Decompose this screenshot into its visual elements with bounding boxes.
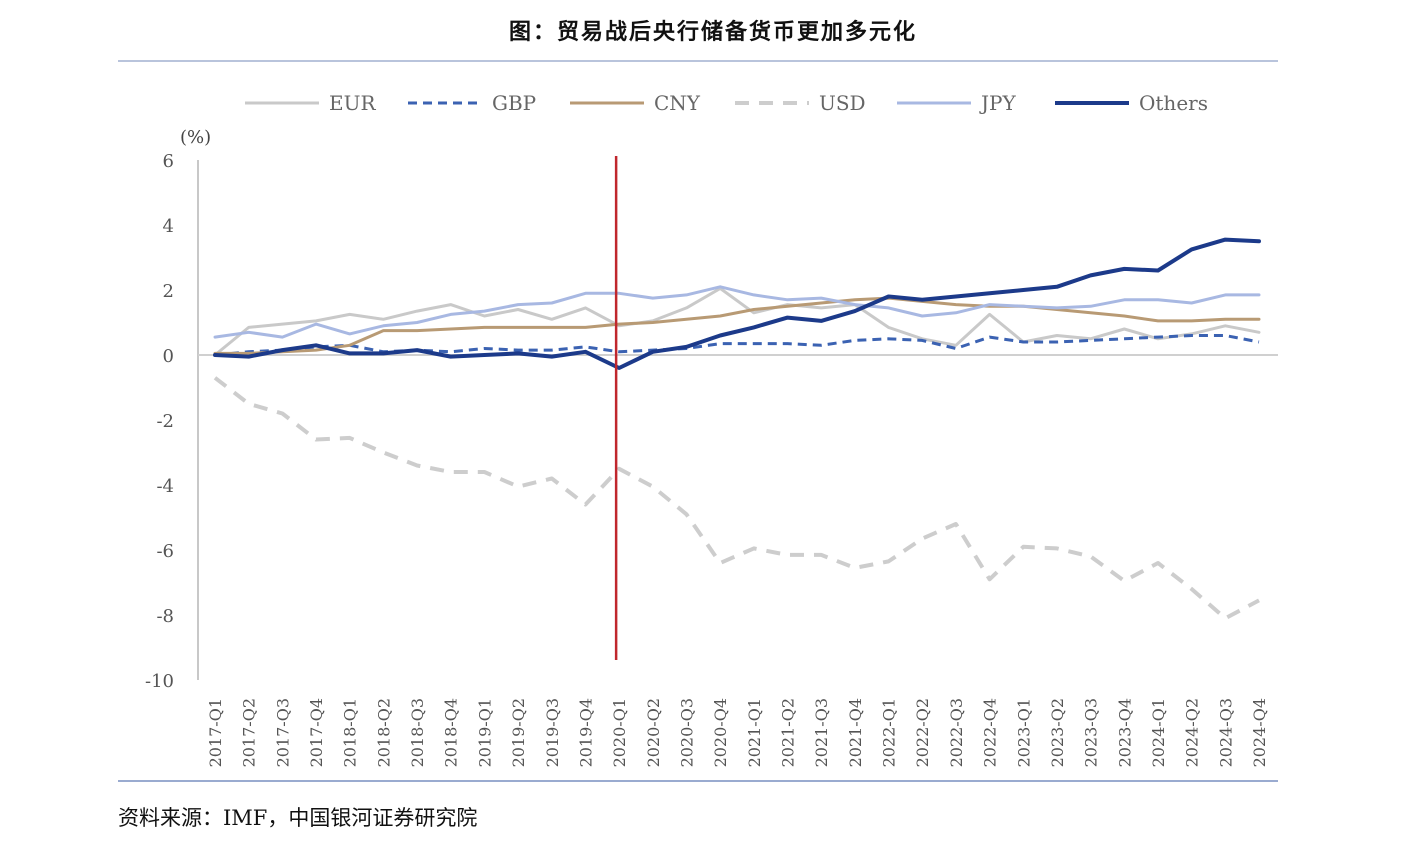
series-line-usd	[213, 376, 1260, 621]
series-line-jpy	[213, 285, 1261, 339]
x-tick-label: 2020-Q4	[711, 698, 730, 767]
x-tick-label: 2024-Q4	[1250, 698, 1269, 767]
x-tick-label: 2023-Q3	[1082, 698, 1101, 767]
x-tick-label: 2017-Q2	[240, 698, 259, 767]
x-tick-label: 2023-Q2	[1048, 698, 1067, 767]
legend-label-cny: CNY	[654, 91, 701, 115]
x-tick-label: 2021-Q1	[745, 698, 764, 767]
series-line-eur	[213, 286, 1261, 357]
x-tick-label: 2021-Q2	[779, 698, 798, 767]
axes: 6 4 2 0 -2 -4 -6 -8 -10 2017-Q1 2017-Q2 2017-Q3 2017…	[145, 151, 1278, 767]
x-tick-label: 2017-Q1	[206, 698, 225, 767]
series-line-gbp	[214, 334, 1260, 357]
top-divider	[118, 60, 1278, 62]
x-tick-label: 2018-Q3	[408, 698, 427, 767]
x-tick-label: 2018-Q2	[374, 698, 393, 767]
x-tick-label: 2019-Q4	[576, 698, 595, 767]
chart-title: 图：贸易战后央行储备货币更加多元化	[508, 19, 917, 45]
legend-label-usd: USD	[819, 91, 866, 115]
y-tick-label: 4	[163, 216, 174, 237]
x-tick-label: 2021-Q3	[812, 698, 831, 767]
x-tick-label: 2019-Q2	[509, 698, 528, 767]
x-tick-label: 2018-Q4	[442, 698, 461, 767]
source-note: 资料来源：IMF，中国银河证券研究院	[118, 806, 478, 830]
y-tick-label: 6	[163, 151, 174, 172]
x-tick-label: 2024-Q3	[1216, 698, 1235, 767]
series-line-cny	[213, 296, 1261, 355]
series-line-others	[213, 237, 1261, 370]
y-tick-label: -6	[156, 541, 174, 562]
legend-label-others: Others	[1139, 91, 1208, 115]
x-tick-label: 2019-Q3	[543, 698, 562, 767]
legend-label-eur: EUR	[329, 91, 376, 115]
x-tick-label: 2024-Q2	[1183, 698, 1202, 767]
x-tick-label: 2024-Q1	[1149, 698, 1168, 767]
legend-label-gbp: GBP	[492, 91, 536, 115]
x-tick-label: 2022-Q4	[981, 698, 1000, 767]
x-tick-label: 2020-Q3	[677, 698, 696, 767]
x-tick-label: 2018-Q1	[341, 698, 360, 767]
series-lines	[213, 237, 1261, 621]
y-tick-label: -4	[156, 476, 174, 497]
y-axis-unit-label: (%)	[180, 127, 211, 148]
x-tick-label: 2023-Q1	[1014, 698, 1033, 767]
x-tick-label: 2020-Q2	[644, 698, 663, 767]
x-tick-label: 2017-Q3	[273, 698, 292, 767]
y-tick-label: -2	[156, 411, 174, 432]
x-tick-label: 2019-Q1	[475, 698, 494, 767]
y-tick-label: -10	[145, 671, 174, 692]
x-tick-label: 2020-Q1	[610, 698, 629, 767]
x-tick-label: 2022-Q2	[913, 698, 932, 767]
legend: EUR GBP CNY USD JPY Others	[245, 91, 1208, 115]
bottom-divider	[118, 780, 1278, 782]
y-tick-label: 0	[163, 346, 174, 367]
legend-label-jpy: JPY	[979, 91, 1016, 115]
x-tick-label: 2021-Q4	[846, 698, 865, 767]
x-tick-label: 2017-Q4	[307, 698, 326, 767]
x-tick-label: 2023-Q4	[1115, 698, 1134, 767]
x-tick-label: 2022-Q3	[947, 698, 966, 767]
y-tick-label: 2	[163, 281, 174, 302]
y-tick-label: -8	[156, 606, 174, 627]
x-tick-label: 2022-Q1	[880, 698, 899, 767]
